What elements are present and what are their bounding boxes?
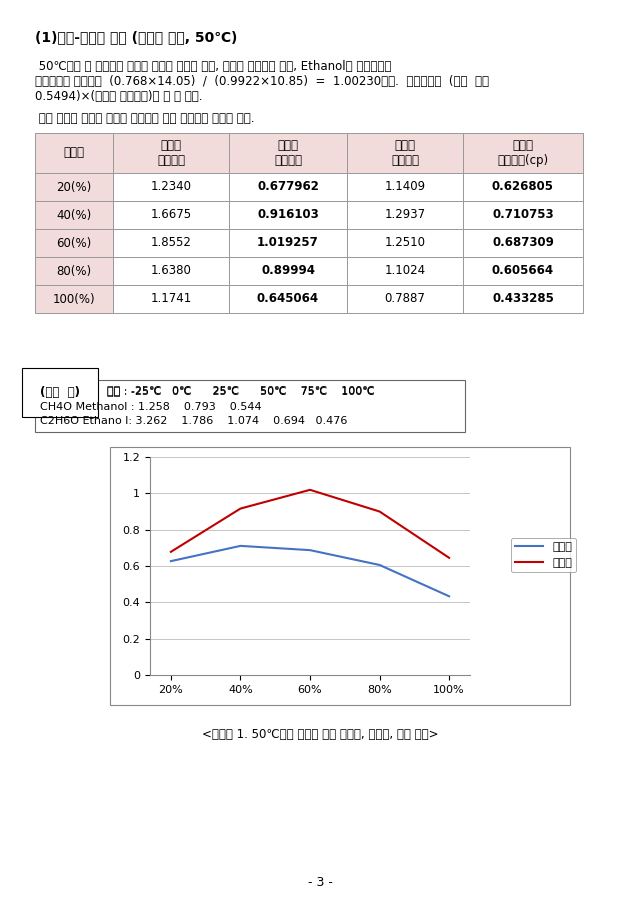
Bar: [347, 173, 463, 201]
메탄올: [306, 545, 314, 556]
Bar: [113, 201, 229, 229]
Bar: [113, 173, 229, 201]
Bar: [463, 133, 583, 173]
Bar: [113, 257, 229, 285]
Text: 메탄올
상대점도: 메탄올 상대점도: [391, 139, 419, 167]
Text: 80(%): 80(%): [56, 264, 92, 278]
Bar: [35, 173, 113, 201]
Line: 메탄올: 메탄올: [171, 546, 449, 596]
Text: 1.1741: 1.1741: [150, 292, 191, 306]
Bar: [110, 447, 570, 705]
Bar: [229, 285, 347, 313]
Text: 에탄올
절대점도: 에탄올 절대점도: [274, 139, 302, 167]
Legend: 메탄올, 에탄올: 메탄올, 에탄올: [511, 538, 577, 573]
Text: C2H6O Ethano l: 3.262    1.786    1.074    0.694   0.476: C2H6O Ethano l: 3.262 1.786 1.074 0.694 …: [40, 416, 348, 426]
Text: 1.2340: 1.2340: [150, 180, 191, 194]
Text: 같은 방식을 각각의 경우를 계산하여 표로 정리하면 다음과 같다.: 같은 방식을 각각의 경우를 계산하여 표로 정리하면 다음과 같다.: [35, 112, 255, 125]
Text: 1.2510: 1.2510: [385, 236, 426, 250]
Bar: [347, 133, 463, 173]
Text: CH4O Methanol : 1.258    0.793    0.544: CH4O Methanol : 1.258 0.793 0.544: [40, 402, 262, 412]
Text: 온도 : -25℃   0℃      25℃      50℃    75℃    100℃: 온도 : -25℃ 0℃ 25℃ 50℃ 75℃ 100℃: [107, 385, 375, 395]
Bar: [35, 257, 113, 285]
Text: 0.605664: 0.605664: [492, 264, 554, 278]
Text: 온도 : -25℃   0℃      25℃      50℃    75℃    100℃: 온도 : -25℃ 0℃ 25℃ 50℃ 75℃ 100℃: [107, 386, 375, 396]
Bar: [35, 201, 113, 229]
Text: (문헌  값): (문헌 값): [40, 386, 80, 399]
Bar: [347, 257, 463, 285]
Bar: [463, 229, 583, 257]
에탄올: [237, 503, 244, 514]
Bar: [35, 285, 113, 313]
Bar: [113, 133, 229, 173]
Bar: [347, 285, 463, 313]
Bar: [463, 173, 583, 201]
Text: 1.6380: 1.6380: [150, 264, 191, 278]
Bar: [35, 380, 465, 432]
Bar: [229, 173, 347, 201]
Bar: [347, 229, 463, 257]
Bar: [113, 229, 229, 257]
Text: 점도계법을 이용하여  (0.768×14.05)  /  (0.9922×10.85)  =  1.00230이다.  절대점도는  (물의  점도: 점도계법을 이용하여 (0.768×14.05) / (0.9922×10.85…: [35, 75, 489, 88]
에탄올: [306, 484, 314, 495]
Text: 0.7887: 0.7887: [385, 292, 426, 306]
Text: 1.019257: 1.019257: [257, 236, 319, 250]
Text: 1.1409: 1.1409: [385, 180, 426, 194]
Bar: [463, 201, 583, 229]
Text: 0.645064: 0.645064: [257, 292, 319, 306]
Text: 40(%): 40(%): [56, 208, 92, 222]
Text: <그래프 1. 50℃에서 농도에 따른 에탈올, 메탈올, 물의 점도>: <그래프 1. 50℃에서 농도에 따른 에탈올, 메탈올, 물의 점도>: [202, 728, 438, 741]
Text: 20(%): 20(%): [56, 180, 92, 194]
Text: 에탄올
상대점도: 에탄올 상대점도: [157, 139, 185, 167]
Text: 0.626805: 0.626805: [492, 180, 554, 194]
Text: 0.916103: 0.916103: [257, 208, 319, 222]
Text: 실험값: 실험값: [63, 147, 84, 159]
Bar: [113, 285, 229, 313]
Text: 0.433285: 0.433285: [492, 292, 554, 306]
Text: 0.677962: 0.677962: [257, 180, 319, 194]
Text: 1.8552: 1.8552: [150, 236, 191, 250]
Text: 0.89994: 0.89994: [261, 264, 315, 278]
Text: (1)농도-용액별 점도 (일정한 온도, 50℃): (1)농도-용액별 점도 (일정한 온도, 50℃): [35, 30, 237, 44]
Bar: [229, 257, 347, 285]
Text: 1.6675: 1.6675: [150, 208, 191, 222]
Bar: [229, 201, 347, 229]
에탄올: [167, 547, 175, 557]
메탄올: [237, 540, 244, 551]
메탄올: [376, 559, 383, 570]
Text: 1.2937: 1.2937: [385, 208, 426, 222]
Text: 0.710753: 0.710753: [492, 208, 554, 222]
Bar: [35, 229, 113, 257]
Bar: [229, 133, 347, 173]
Bar: [463, 285, 583, 313]
Text: 1.1024: 1.1024: [385, 264, 426, 278]
에탄올: [376, 506, 383, 517]
메탄올: [167, 556, 175, 567]
Bar: [35, 133, 113, 173]
Bar: [347, 201, 463, 229]
Line: 에탄올: 에탄올: [171, 490, 449, 557]
Text: 60(%): 60(%): [56, 236, 92, 250]
Text: - 3 -: - 3 -: [308, 876, 332, 889]
Text: 0.687309: 0.687309: [492, 236, 554, 250]
Text: 0.5494)×(시료의 상대점도)로 알 수 있다.: 0.5494)×(시료의 상대점도)로 알 수 있다.: [35, 90, 202, 103]
Bar: [229, 229, 347, 257]
Text: 메탄올
절대점도(cp): 메탄올 절대점도(cp): [497, 139, 548, 167]
Bar: [463, 257, 583, 285]
Text: 50℃에서 각 수용액의 비율로 각각의 밀도를 계산, 시간은 평균값을 사용, Ethanol의 상대점도는: 50℃에서 각 수용액의 비율로 각각의 밀도를 계산, 시간은 평균값을 사용…: [35, 60, 392, 73]
메탄올: [445, 591, 453, 602]
Text: 100(%): 100(%): [52, 292, 95, 306]
에탄올: [445, 552, 453, 563]
